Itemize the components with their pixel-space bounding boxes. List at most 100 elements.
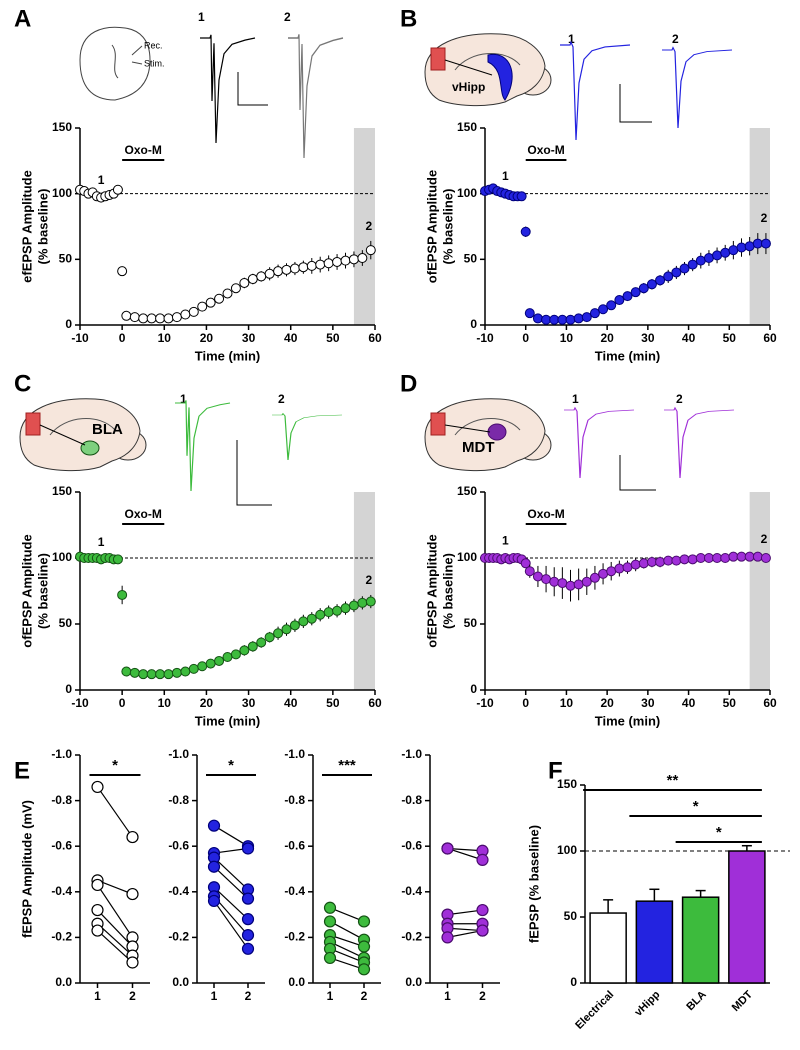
data-point: [298, 616, 309, 627]
x-tick-label: 60: [763, 696, 777, 710]
data-point: [163, 313, 174, 324]
y-tick-label: 0.0: [172, 975, 189, 989]
scale-bar: [619, 84, 652, 123]
data-point: [687, 259, 698, 270]
trace: [271, 413, 343, 461]
scale-bar: [236, 440, 272, 506]
x-tick-label: 2: [129, 989, 136, 1003]
shaded-period: [749, 128, 770, 325]
y-tick-label: -0.2: [401, 930, 422, 944]
pair-line: [213, 825, 249, 847]
x-tick-label: 50: [723, 331, 737, 345]
y-axis-label: (% baseline): [35, 553, 50, 629]
pair-line: [97, 884, 133, 938]
data-point: [736, 242, 747, 253]
region: [487, 53, 513, 101]
data-point: [524, 566, 535, 577]
data-point: [241, 929, 255, 942]
y-tick-label: 0: [470, 682, 477, 696]
y-axis-label: efEPSP Amplitude: [19, 170, 34, 283]
arrow: [444, 424, 491, 433]
panel-letter: C: [14, 370, 31, 397]
inset-coronal: Rec. Stim. 1 2: [79, 10, 344, 159]
arrow: [39, 424, 86, 446]
data-point: [476, 924, 489, 937]
y-axis-label: (% baseline): [35, 189, 50, 265]
y-tick-label: -1.0: [401, 747, 422, 761]
data-point: [207, 894, 221, 908]
y-tick-label: -0.4: [284, 884, 305, 898]
data-point: [155, 313, 166, 324]
region-label: BLA: [92, 421, 123, 438]
y-tick-label: -0.8: [168, 793, 189, 807]
panel-letter: A: [14, 5, 31, 32]
data-point: [315, 259, 326, 270]
y-tick-label: 100: [557, 843, 577, 857]
data-point: [323, 258, 334, 269]
data-point: [679, 263, 690, 274]
x-tick-label: 10: [158, 331, 172, 345]
data-point: [241, 892, 255, 905]
brain: [19, 398, 147, 472]
panel-letter: B: [400, 5, 417, 32]
x-tick-label: 30: [641, 331, 655, 345]
significance-label: *: [228, 757, 234, 774]
data-point: [516, 191, 527, 202]
y-tick-label: 150: [457, 120, 477, 134]
bar: [681, 896, 720, 984]
y-tick-label: 0: [570, 975, 577, 989]
x-tick-label: -10: [476, 331, 494, 345]
data-point: [207, 860, 221, 873]
y-tick-label: 100: [457, 186, 477, 200]
x-tick-label: 10: [560, 696, 574, 710]
panel-letter: D: [400, 370, 417, 397]
data-point: [348, 254, 359, 265]
data-point: [273, 266, 284, 277]
trace: [287, 33, 344, 159]
x-tick-label: 2: [361, 989, 368, 1003]
x-tick-label: -10: [71, 696, 89, 710]
data-point: [622, 562, 633, 573]
brain: [424, 33, 552, 107]
x-tick-label: 1: [327, 989, 334, 1003]
inset-label: Stim.: [144, 58, 165, 68]
data-point: [180, 309, 191, 320]
trace-label: 2: [676, 392, 683, 406]
drug-label: Oxo-M: [527, 143, 564, 157]
y-tick-label: 0.0: [55, 975, 72, 989]
data-point: [214, 655, 225, 666]
y-tick-label: -0.4: [168, 884, 189, 898]
data-point: [247, 274, 258, 285]
data-point: [155, 669, 166, 680]
x-tick-label: 0: [119, 696, 126, 710]
data-point: [171, 667, 182, 678]
data-point: [171, 312, 182, 323]
y-tick-label: 50: [59, 616, 73, 630]
region-label: MDT: [462, 439, 495, 456]
data-point: [441, 842, 454, 855]
data-point: [214, 293, 225, 304]
data-point: [760, 238, 771, 249]
scale-bar: [237, 72, 268, 106]
y-tick-label: 0.0: [288, 975, 305, 989]
data-point: [365, 245, 376, 256]
data-point: [281, 624, 292, 635]
data-point: [365, 596, 376, 607]
data-point: [121, 310, 132, 321]
pair-line: [213, 857, 249, 890]
data-point: [630, 559, 641, 570]
pair-line: [447, 847, 483, 861]
data-point: [357, 253, 368, 264]
data-point: [614, 295, 625, 306]
electrode: [131, 45, 143, 56]
y-tick-label: -0.6: [401, 838, 422, 852]
pair-line: [213, 900, 249, 950]
data-point: [476, 903, 489, 917]
y-tick-label: 150: [457, 484, 477, 498]
bar: [589, 912, 627, 984]
y-tick-label: -0.6: [284, 838, 305, 852]
drug-label: Oxo-M: [527, 507, 564, 521]
data-point: [239, 277, 250, 288]
data-point: [281, 264, 292, 275]
x-tick-label: 40: [284, 331, 298, 345]
